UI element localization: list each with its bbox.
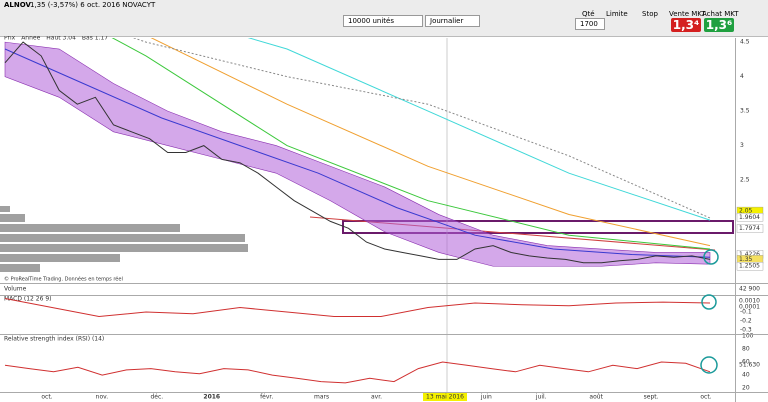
moving-average xyxy=(247,38,711,221)
sell-label: Vente MKT xyxy=(669,10,706,18)
moving-average xyxy=(132,38,711,219)
x-tick-label: avr. xyxy=(371,394,382,401)
price-label: 1.7974 xyxy=(739,225,760,232)
copyright: © ProRealTime Trading. Données en temps … xyxy=(4,276,123,283)
price-label: 1.2505 xyxy=(739,263,760,270)
y-tick-label: 20 xyxy=(742,385,750,392)
y-tick-label: 40 xyxy=(742,372,750,379)
price-label: 1.9604 xyxy=(739,214,760,221)
moving-average xyxy=(111,38,711,250)
x-tick-label: juin xyxy=(480,394,492,401)
y-tick-label: 3.5 xyxy=(740,108,750,115)
price-label: 1.35 xyxy=(739,256,753,263)
y-tick-label: -0.3 xyxy=(740,327,752,334)
y-tick-label: 4.5 xyxy=(740,39,750,46)
quantity-dropdown[interactable]: 10000 unités xyxy=(343,15,423,27)
qty-label: Qté xyxy=(582,10,595,18)
x-tick-label: sept. xyxy=(644,394,659,401)
legend-text: Haut 3.04 xyxy=(46,36,76,42)
moving-average xyxy=(150,38,711,247)
quote: 1,35 (-3,57%) 6 oct. 2016 NOVACYT xyxy=(30,1,156,9)
buy-label: Achat MKT xyxy=(702,10,739,18)
legend-text: Année xyxy=(21,36,40,42)
price-label-bg xyxy=(736,213,764,222)
readout: 42 900 xyxy=(739,286,760,293)
volume-profile xyxy=(0,206,248,272)
limit-label: Limite xyxy=(606,10,628,18)
legend-text: Bas 1.17 xyxy=(82,36,108,42)
highlight-circle xyxy=(701,294,717,310)
x-tick-label: nov. xyxy=(96,394,109,401)
x-tick-label: mars xyxy=(314,394,329,401)
panel-title: MACD (12 26 9) xyxy=(4,296,51,303)
x-tick-label: juil. xyxy=(535,394,547,401)
toolbar: ALNOV 1,35 (-3,57%) 6 oct. 2016 NOVACYT … xyxy=(0,0,768,37)
y-tick-label: -0.1 xyxy=(740,309,752,316)
stop-label: Stop xyxy=(642,10,658,18)
y-tick-label: 3 xyxy=(740,142,744,149)
readout: 51.630 xyxy=(739,362,760,369)
x-tick-label: août xyxy=(589,394,603,401)
panel-title: Relative strength index (RSI) (14) xyxy=(4,336,104,343)
x-tick-label: oct. xyxy=(700,394,711,401)
x-tick-label: oct. xyxy=(41,394,52,401)
y-tick-label: 60 xyxy=(742,359,750,366)
rsi-line xyxy=(4,361,711,384)
y-tick-label: 4 xyxy=(740,73,744,80)
highlight-circle xyxy=(700,356,718,374)
chart-area: 2.5 3 3.5 4 4.5 2.051.9604 1.7974 1.42261.351.2… xyxy=(0,36,768,402)
y-tick-label: 100 xyxy=(742,333,754,340)
price-line xyxy=(4,41,711,264)
symbol: ALNOV xyxy=(4,1,31,9)
panel-title: Volume xyxy=(4,286,27,293)
qty-input[interactable]: 1700 xyxy=(575,18,605,30)
price-label-bg xyxy=(736,224,764,233)
sell-button[interactable]: 1,3⁴ xyxy=(671,18,701,32)
readout: 0.0001 xyxy=(739,304,760,311)
price-label: 1.4226 xyxy=(739,251,760,258)
highlight-circle xyxy=(703,249,719,265)
period-dropdown[interactable]: Journalier xyxy=(425,15,480,27)
crosshair-label-bg xyxy=(423,393,467,401)
x-tick-label: déc. xyxy=(150,394,163,401)
price-label-bg xyxy=(736,262,764,271)
price-label: 2.05 xyxy=(739,208,753,215)
buy-button[interactable]: 1,3⁶ xyxy=(704,18,734,32)
annotation-box xyxy=(342,220,734,234)
macd-line xyxy=(4,298,711,318)
crosshair-label: 13 mai 2016 xyxy=(426,394,464,401)
x-tick-label: févr. xyxy=(260,394,273,401)
x-tick-label: 2016 xyxy=(203,394,220,401)
y-tick-label: -0.2 xyxy=(740,318,752,325)
y-tick-label: 2.5 xyxy=(740,177,750,184)
moving-average xyxy=(4,48,711,258)
legend-text: Prix xyxy=(4,36,16,42)
readout: 0.0010 xyxy=(739,298,760,305)
y-tick-label: 80 xyxy=(742,346,750,353)
